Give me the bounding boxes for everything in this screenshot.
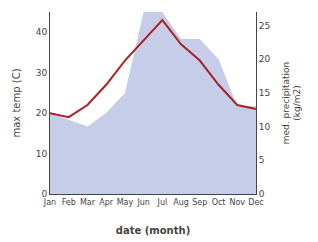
svg-text:Apr: Apr (99, 198, 114, 207)
svg-text:0: 0 (259, 189, 265, 199)
svg-text:max temp (C): max temp (C) (11, 68, 22, 137)
svg-text:Aug: Aug (173, 198, 189, 207)
svg-text:Nov: Nov (229, 198, 245, 207)
svg-text:5: 5 (259, 155, 265, 165)
svg-text:10: 10 (36, 149, 48, 159)
svg-text:Jun: Jun (136, 198, 150, 207)
svg-text:20: 20 (259, 54, 271, 64)
svg-text:15: 15 (259, 88, 270, 98)
svg-text:Feb: Feb (62, 198, 76, 207)
svg-text:20: 20 (36, 108, 48, 118)
svg-text:Jan: Jan (43, 198, 56, 207)
svg-text:May: May (117, 198, 134, 207)
svg-text:Oct: Oct (212, 198, 226, 207)
svg-text:Jul: Jul (157, 198, 168, 207)
svg-text:30: 30 (36, 68, 48, 78)
svg-text:date (month): date (month) (116, 225, 190, 236)
svg-text:40: 40 (36, 27, 48, 37)
svg-text:Dec: Dec (248, 198, 263, 207)
svg-text:Sep: Sep (192, 198, 207, 207)
svg-text:25: 25 (259, 21, 270, 31)
svg-text:0: 0 (41, 189, 47, 199)
svg-text:10: 10 (259, 122, 271, 132)
svg-text:Mar: Mar (80, 198, 96, 207)
svg-text:med. precipitation(kg/m2): med. precipitation(kg/m2) (281, 62, 303, 144)
